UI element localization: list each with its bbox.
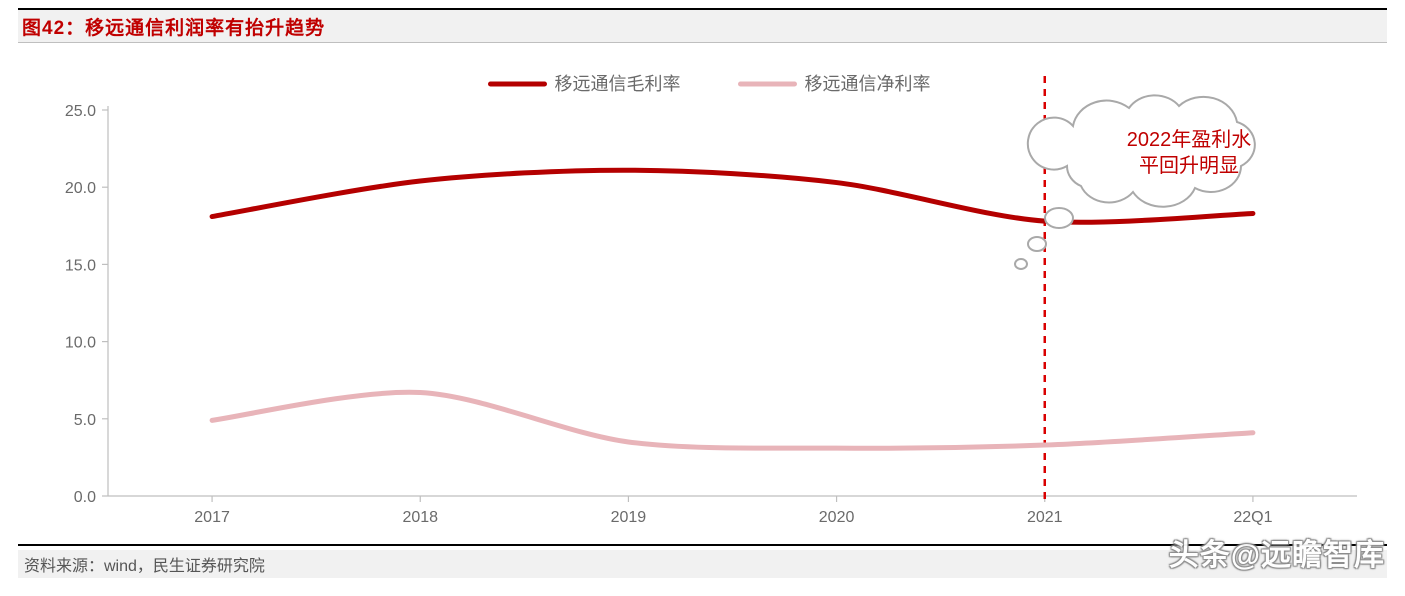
- svg-text:2022年盈利水: 2022年盈利水: [1127, 128, 1252, 151]
- svg-text:22Q1: 22Q1: [1233, 509, 1272, 526]
- svg-text:2020: 2020: [819, 509, 855, 526]
- title-bar: 图42：移远通信利润率有抬升趋势: [18, 8, 1387, 43]
- svg-text:5.0: 5.0: [74, 412, 96, 429]
- line-chart: 0.0 5.0 10.0 15.0 20.0 25.0 2017 2018 2019 2020 20…: [18, 50, 1387, 540]
- figure-container: 图42：移远通信利润率有抬升趋势 0.0 5.0 10.0 15.0 20.0 25.0 2…: [0, 0, 1405, 596]
- svg-text:2017: 2017: [194, 509, 230, 526]
- svg-text:移远通信毛利率: 移远通信毛利率: [555, 74, 681, 94]
- annotation-cloud: 2022年盈利水平回升明显: [1015, 95, 1255, 269]
- svg-text:移远通信净利率: 移远通信净利率: [805, 74, 931, 94]
- svg-text:10.0: 10.0: [65, 335, 96, 352]
- legend: 移远通信毛利率 移远通信净利率: [491, 74, 931, 94]
- source-bar: 资料来源：wind，民生证券研究院: [18, 550, 1387, 578]
- svg-text:平回升明显: 平回升明显: [1139, 154, 1239, 177]
- figure-title: 图42：移远通信利润率有抬升趋势: [22, 13, 325, 40]
- svg-text:2021: 2021: [1027, 509, 1063, 526]
- series-line-1: [212, 392, 1253, 448]
- svg-text:2019: 2019: [611, 509, 647, 526]
- svg-text:2018: 2018: [402, 509, 438, 526]
- source-text: 资料来源：wind，民生证券研究院: [24, 552, 265, 576]
- footer-rule: [18, 544, 1387, 546]
- svg-text:15.0: 15.0: [65, 257, 96, 274]
- svg-text:0.0: 0.0: [74, 489, 96, 506]
- chart-svg: 0.0 5.0 10.0 15.0 20.0 25.0 2017 2018 2019 2020 20…: [18, 50, 1387, 540]
- svg-text:20.0: 20.0: [65, 180, 96, 197]
- svg-text:25.0: 25.0: [65, 103, 96, 120]
